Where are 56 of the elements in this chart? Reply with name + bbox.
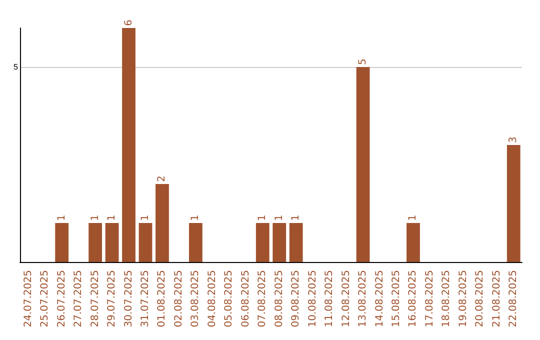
data-label: 3 xyxy=(508,136,520,143)
bar xyxy=(138,223,152,262)
x-tick-label: 11.08.2025 xyxy=(324,270,336,328)
x-tick-label: 24.07.2025 xyxy=(22,270,34,328)
data-label: 1 xyxy=(140,214,151,221)
bar xyxy=(122,28,136,262)
data-label: 2 xyxy=(156,176,168,182)
x-tick-label: 30.07.2025 xyxy=(123,270,134,328)
bar xyxy=(55,223,69,262)
x-tick-label: 28.07.2025 xyxy=(90,270,101,328)
data-label: 1 xyxy=(257,214,268,221)
x-tick-label: 31.07.2025 xyxy=(140,270,151,328)
data-label: 1 xyxy=(56,214,68,221)
x-tick-label: 03.08.2025 xyxy=(190,270,202,328)
x-tick-label: 21.08.2025 xyxy=(491,270,502,328)
x-tick-label: 06.08.2025 xyxy=(240,270,252,328)
bar xyxy=(88,223,102,262)
bar xyxy=(105,223,119,262)
bar xyxy=(272,223,286,262)
x-tick-label: 17.08.2025 xyxy=(424,270,436,328)
data-label: 1 xyxy=(106,214,118,221)
x-tick-label: 27.07.2025 xyxy=(73,270,84,328)
x-tick-label: 02.08.2025 xyxy=(173,270,184,328)
bar xyxy=(406,223,420,262)
data-label: 1 xyxy=(90,214,101,221)
x-tick-label: 20.08.2025 xyxy=(474,270,486,328)
bar xyxy=(289,223,303,262)
bar xyxy=(356,67,370,262)
x-tick-label: 22.08.2025 xyxy=(508,270,520,328)
x-tick-label: 10.08.2025 xyxy=(307,270,318,328)
x-tick-label: 29.07.2025 xyxy=(106,270,118,328)
x-tick-label: 15.08.2025 xyxy=(391,270,402,328)
x-tick-label: 13.08.2025 xyxy=(358,270,369,328)
bar xyxy=(189,223,202,262)
x-tick-label: 26.07.2025 xyxy=(56,270,68,328)
x-tick-label: 07.08.2025 xyxy=(257,270,268,328)
x-tick-label: 01.08.2025 xyxy=(156,270,168,328)
data-label: 5 xyxy=(358,58,369,65)
bar xyxy=(256,223,270,262)
bar xyxy=(506,145,520,262)
data-label: 1 xyxy=(190,214,202,221)
bar xyxy=(156,184,169,262)
x-tick-label: 25.07.2025 xyxy=(40,270,51,328)
data-label: 1 xyxy=(290,214,302,221)
x-tick-label: 09.08.2025 xyxy=(290,270,302,328)
x-tick-label: 05.08.2025 xyxy=(224,270,235,328)
x-tick-label: 14.08.2025 xyxy=(374,270,386,328)
x-tick-label: 16.08.2025 xyxy=(408,270,419,328)
data-label: 1 xyxy=(274,214,285,221)
x-tick-label: 08.08.2025 xyxy=(274,270,285,328)
x-tick-label: 12.08.2025 xyxy=(340,270,352,328)
x-tick-label: 04.08.2025 xyxy=(206,270,218,328)
data-label: 6 xyxy=(123,20,134,26)
x-tick-label: 18.08.2025 xyxy=(441,270,452,328)
x-tick-label: 19.08.2025 xyxy=(458,270,469,328)
data-label: 1 xyxy=(408,214,419,221)
